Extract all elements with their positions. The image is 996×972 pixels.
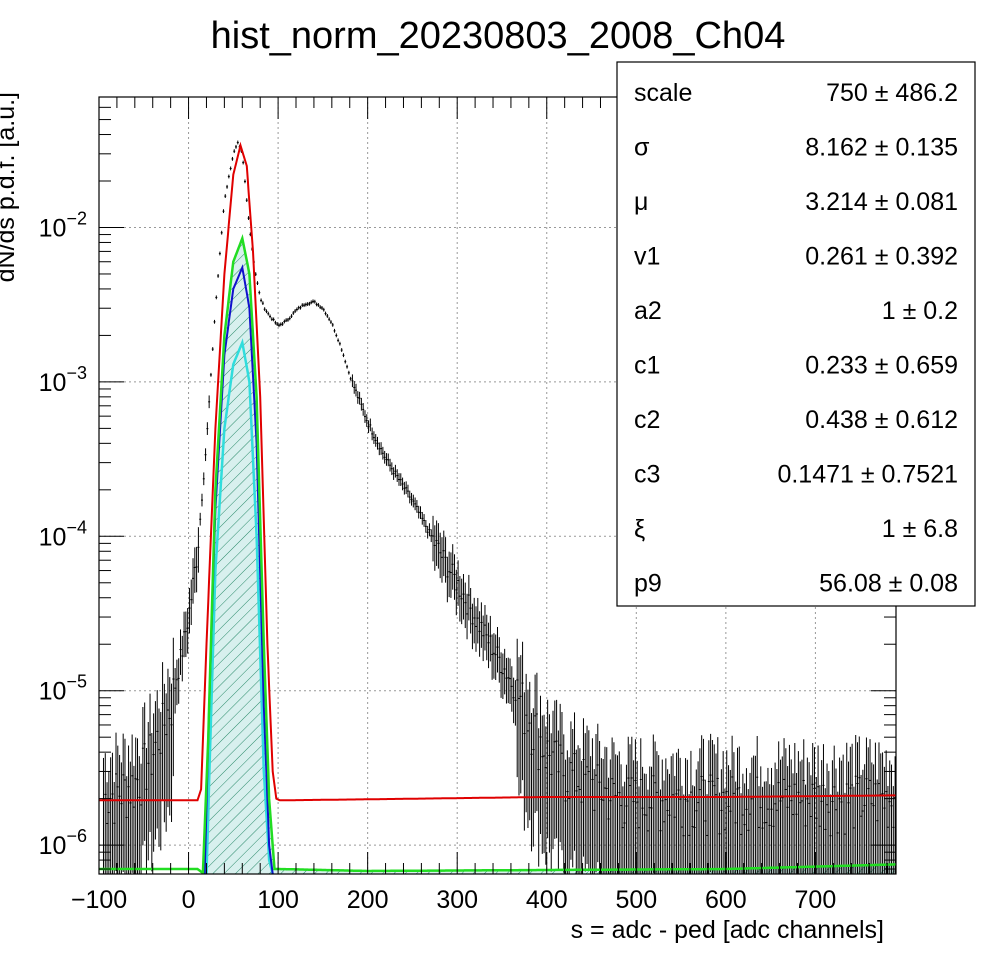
stat-name: a2 — [634, 297, 662, 325]
y-axis-label: dN/ds p.d.f. [a.u.] — [0, 92, 20, 282]
axis-tick-labels: −100 0 100 200 300 400 500 600 700 10−6 10−5 10−4 10… — [39, 208, 837, 914]
cyan-component-curve — [205, 338, 274, 874]
stat-value: 1 ± 0.2 — [882, 297, 958, 325]
stat-value: 8.162 ± 0.135 — [805, 134, 958, 162]
y-tick-label: 10−6 — [39, 826, 87, 860]
fit-curves — [99, 141, 896, 874]
stat-value: 0.261 ± 0.392 — [805, 243, 958, 271]
stat-value: 0.438 ± 0.612 — [805, 406, 958, 434]
x-tick-label: 200 — [347, 886, 389, 914]
stat-name: ξ — [634, 515, 645, 543]
y-tick-label: 10−5 — [39, 672, 87, 706]
stat-value: 0.1471 ± 0.7521 — [777, 461, 958, 489]
stat-name: μ — [634, 188, 648, 216]
stat-name: v1 — [634, 243, 660, 271]
stat-value: 750 ± 486.2 — [826, 79, 958, 107]
fit-stats-box: scale 750 ± 486.2 σ 8.162 ± 0.135 μ 3.214 ± 0… — [616, 61, 976, 607]
stat-name: c3 — [634, 461, 660, 489]
x-tick-label: 700 — [795, 886, 837, 914]
chart-title: hist_norm_20230803_2008_Ch04 — [211, 15, 786, 57]
x-tick-label: 600 — [705, 886, 747, 914]
stat-value: 56.08 ± 0.08 — [819, 570, 958, 598]
x-tick-label: 100 — [257, 886, 299, 914]
stat-name: σ — [634, 134, 650, 162]
stat-value: 0.233 ± 0.659 — [805, 352, 958, 380]
stat-value: 3.214 ± 0.081 — [805, 188, 958, 216]
y-tick-label: 10−4 — [39, 517, 87, 551]
x-tick-label: 400 — [526, 886, 568, 914]
green-component-curve — [99, 234, 896, 874]
stat-name: c1 — [634, 352, 660, 380]
stat-name: scale — [634, 79, 692, 107]
stats-box-frame — [616, 61, 976, 607]
x-tick-label: 300 — [436, 886, 478, 914]
stat-name: p9 — [634, 570, 662, 598]
x-tick-label: −100 — [71, 886, 127, 914]
x-axis-label: s = adc - ped [adc channels] — [571, 916, 884, 944]
x-tick-label: 0 — [182, 886, 196, 914]
total-fit-curve — [99, 141, 896, 802]
y-tick-label: 10−3 — [39, 363, 87, 397]
x-tick-label: 500 — [615, 886, 657, 914]
y-tick-label: 10−2 — [39, 208, 87, 242]
data-histogram — [102, 140, 896, 874]
stat-name: c2 — [634, 406, 660, 434]
stats-rows: scale 750 ± 486.2 σ 8.162 ± 0.135 μ 3.214 ± 0… — [634, 79, 958, 598]
stat-value: 1 ± 6.8 — [882, 515, 958, 543]
